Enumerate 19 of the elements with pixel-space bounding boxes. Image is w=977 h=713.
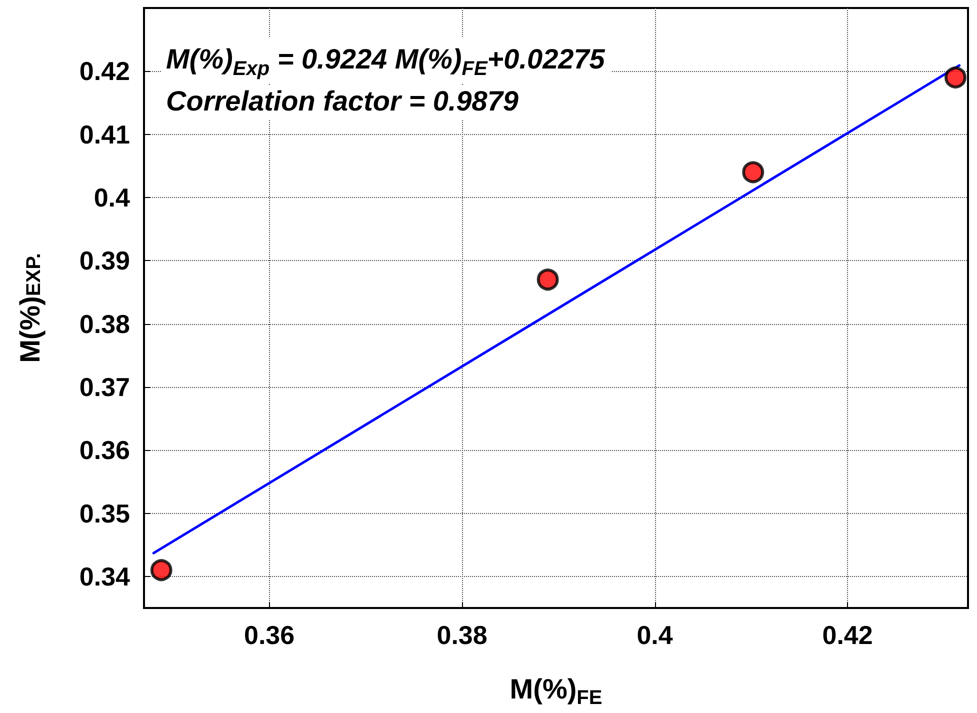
point — [150, 559, 172, 582]
y-tick-label: 0.39 — [79, 246, 130, 276]
x-tick-label: 0.42 — [822, 620, 873, 650]
y-tick-label: 0.42 — [79, 56, 130, 86]
y-tick-label: 0.34 — [79, 561, 131, 592]
y-tick-label: 0.37 — [79, 372, 130, 402]
y-tick-label: 0.38 — [79, 308, 130, 339]
x-tick-label: 0.38 — [436, 620, 488, 650]
y-tick-label: 0.41 — [79, 119, 130, 150]
y-axis-title: M(%)EXP. — [14, 253, 46, 363]
point — [944, 66, 966, 88]
y-tick-label: 0.4 — [94, 182, 131, 212]
x-tick-label: 0.36 — [244, 620, 295, 650]
point — [742, 161, 764, 184]
y-tick-label: 0.36 — [79, 435, 130, 466]
y-tick-label: 0.35 — [79, 498, 130, 528]
x-tick-label: 0.4 — [636, 620, 674, 650]
point — [536, 268, 559, 291]
annotation: Correlation factor = 0.9879 — [166, 86, 519, 116]
